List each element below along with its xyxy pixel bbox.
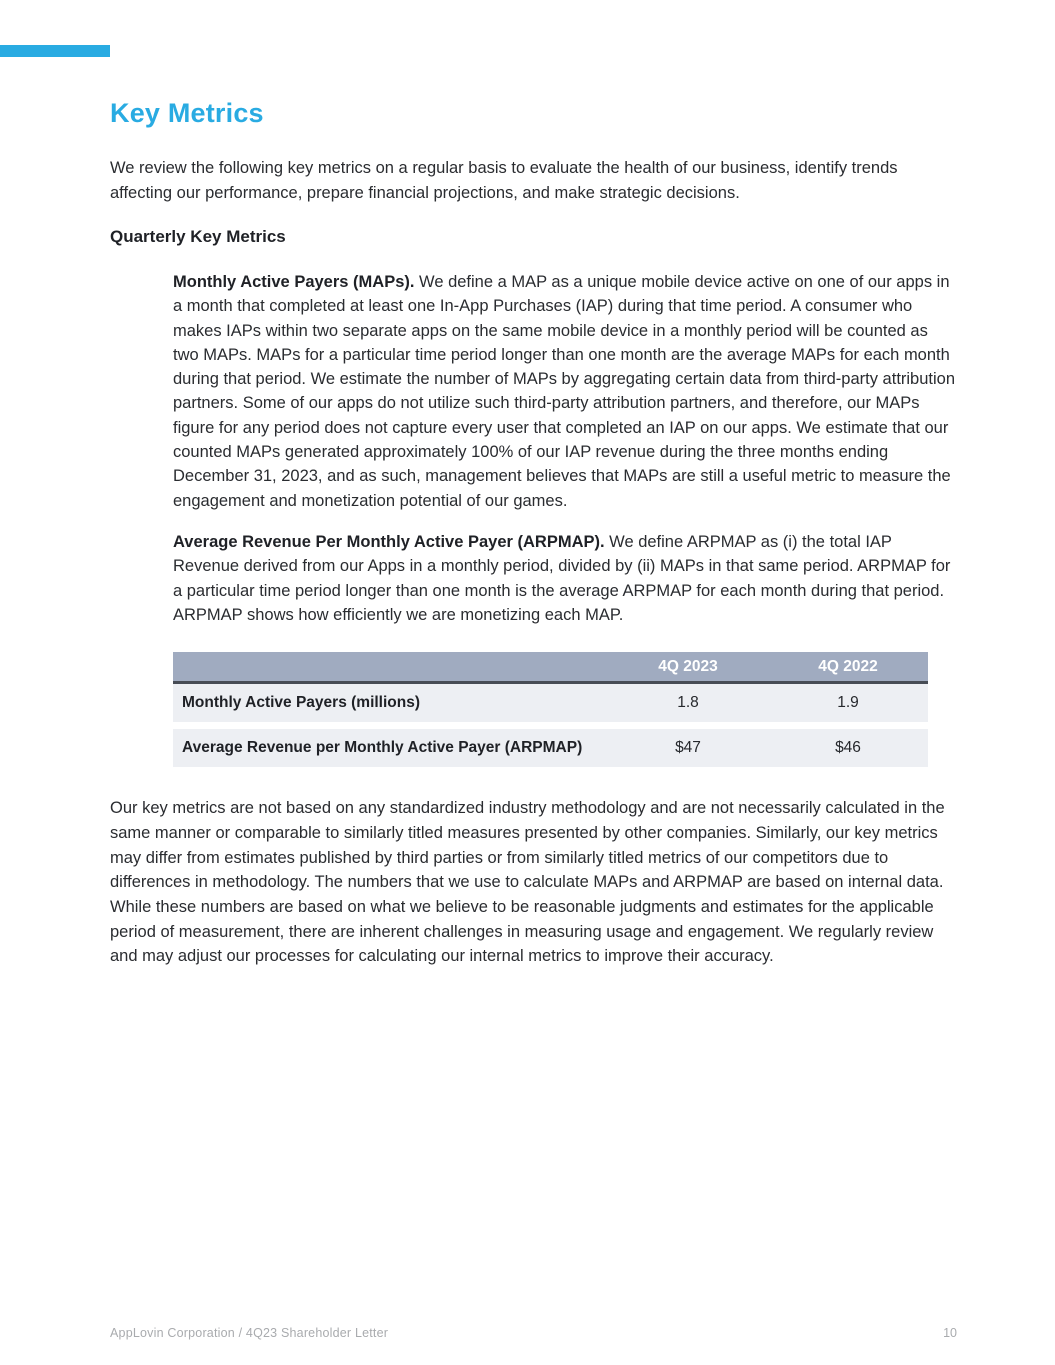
table-column-header-4q2023: 4Q 2023 (658, 657, 718, 675)
table-cell-maps-4q2023: 1.8 (677, 694, 699, 712)
section-subtitle: Quarterly Key Metrics (110, 227, 286, 246)
table-row-label: Average Revenue per Monthly Active Payer… (182, 739, 583, 757)
definition-arpmap-body: We define ARPMAP as (i) the total IAP Re… (173, 532, 951, 624)
footer-page-number: 10 (943, 1326, 957, 1340)
definition-maps-body: We define a MAP as a unique mobile devic… (173, 273, 956, 510)
key-metrics-table: 4Q 2023 4Q 2022 Monthly Active Payers (m… (173, 652, 928, 768)
definitions-block: Monthly Active Payers (MAPs). We define … (173, 270, 958, 627)
table-row: Average Revenue per Monthly Active Payer… (173, 729, 928, 768)
table-row: Monthly Active Payers (millions) 1.8 1.9 (173, 684, 928, 723)
definition-arpmap: Average Revenue Per Monthly Active Payer… (173, 530, 958, 627)
accent-bar (0, 45, 110, 57)
table-row-label: Monthly Active Payers (millions) (182, 694, 421, 712)
definition-maps: Monthly Active Payers (MAPs). We define … (173, 270, 958, 513)
footer-document-title: AppLovin Corporation / 4Q23 Shareholder … (110, 1326, 389, 1340)
table-cell-arpmap-4q2022: $46 (835, 739, 861, 757)
page-content: Key Metrics We review the following key … (110, 98, 958, 969)
definition-maps-lead: Monthly Active Payers (MAPs). (173, 273, 415, 291)
table-cell-arpmap-4q2023: $47 (675, 739, 701, 757)
table-header-row: 4Q 2023 4Q 2022 (173, 652, 928, 685)
definition-arpmap-lead: Average Revenue Per Monthly Active Payer… (173, 532, 605, 551)
table-column-header-4q2022: 4Q 2022 (818, 657, 878, 675)
table-cell-maps-4q2022: 1.9 (837, 694, 859, 712)
closing-paragraph: Our key metrics are not based on any sta… (110, 799, 945, 966)
page-title: Key Metrics (110, 98, 264, 128)
intro-paragraph: We review the following key metrics on a… (110, 159, 898, 202)
